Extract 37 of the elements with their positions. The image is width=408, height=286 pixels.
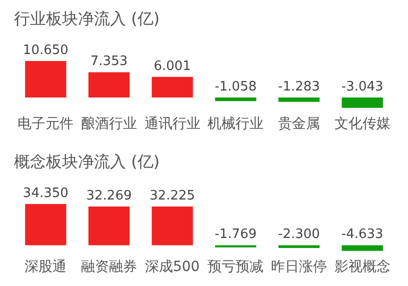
bar	[152, 206, 193, 246]
bar	[25, 61, 66, 98]
x-tick-label: 酿酒行业	[81, 116, 137, 132]
data-label: 10.650	[22, 42, 68, 58]
bar	[278, 97, 320, 102]
bar	[152, 76, 193, 98]
bar	[25, 204, 66, 246]
chart-title: 行业板块净流入 (亿)	[14, 8, 160, 28]
data-label: -4.633	[341, 227, 384, 242]
x-tick-label: 文化传媒	[334, 116, 390, 132]
bar	[342, 97, 383, 108]
x-tick-label: 融资融券	[81, 259, 137, 276]
data-label: 32.225	[150, 188, 196, 204]
x-tick-label: 预亏预减	[208, 259, 264, 276]
x-tick-label: 昨日涨停	[271, 259, 327, 276]
bar	[342, 245, 383, 251]
data-label: 34.350	[22, 186, 68, 201]
x-tick-label: 影视概念	[334, 259, 390, 276]
bar	[88, 72, 130, 98]
x-tick-label: 机械行业	[208, 116, 264, 132]
chart-title: 概念板块净流入 (亿)	[14, 152, 160, 171]
data-label: -1.283	[278, 79, 320, 94]
data-label: 32.269	[86, 188, 132, 204]
data-label: -3.043	[341, 79, 384, 94]
x-tick-label: 深成500	[144, 259, 200, 276]
bar	[278, 245, 320, 248]
x-tick-label: 贵金属	[278, 116, 320, 132]
bar	[215, 97, 256, 102]
data-label: -2.300	[278, 227, 320, 242]
data-label: 7.353	[90, 54, 128, 70]
x-tick-label: 电子元件	[18, 116, 74, 132]
data-label: 6.001	[154, 58, 191, 74]
data-label: -1.769	[214, 227, 257, 242]
x-tick-label: 通讯行业	[144, 116, 200, 132]
x-tick-label: 深股通	[24, 259, 67, 276]
data-label: -1.058	[214, 79, 257, 94]
bar	[88, 206, 130, 246]
